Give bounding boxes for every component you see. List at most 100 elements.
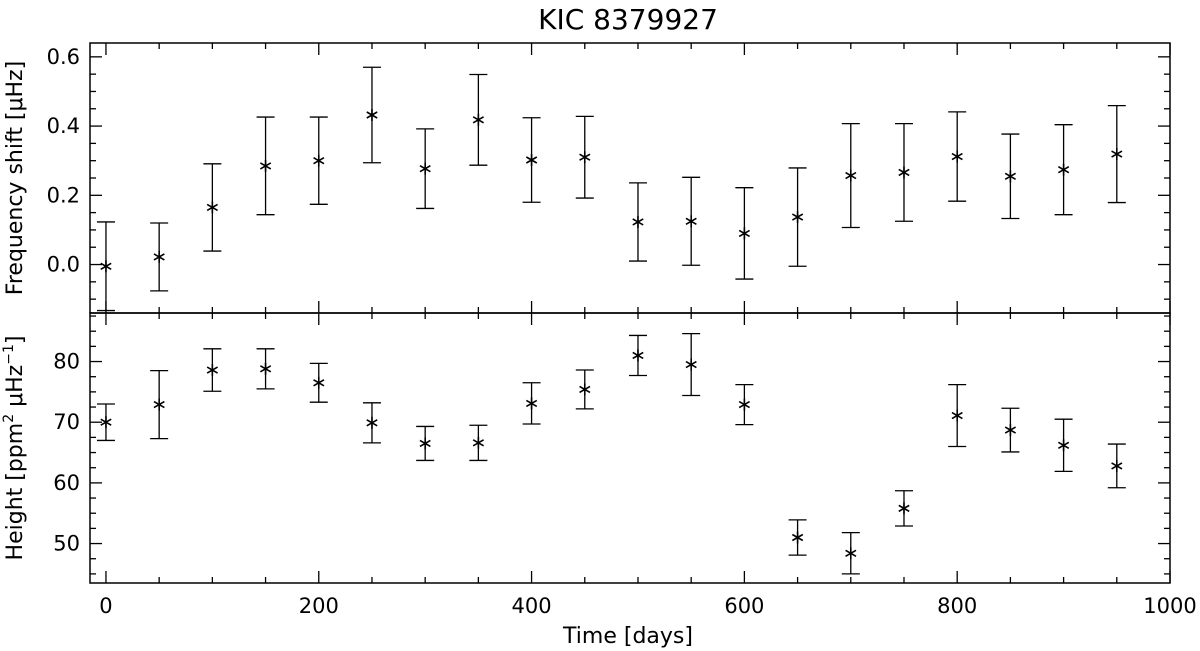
x-axis-label: Time [days] — [562, 624, 693, 649]
chart-title: KIC 8379927 — [538, 3, 718, 36]
frequency-shift-data-point — [682, 176, 701, 266]
asterisk-marker — [259, 162, 272, 170]
frequency-shift-data-point — [1001, 133, 1020, 220]
asterisk-marker — [472, 439, 484, 447]
asterisk-marker — [366, 419, 378, 427]
asterisk-marker — [791, 213, 804, 221]
asterisk-marker — [845, 171, 857, 180]
height-series — [96, 332, 1126, 575]
height-data-point — [1107, 443, 1126, 489]
height-data-point — [894, 490, 913, 527]
asterisk-marker — [419, 164, 431, 173]
asterisk-marker — [206, 366, 218, 374]
frequency-shift-data-point — [628, 182, 647, 262]
frequency-shift-panel: 0.0 0.2 0.4 0.6 Frequency shift [μHz] — [3, 42, 1171, 314]
height-data-point — [256, 348, 275, 390]
height-data-point — [1001, 407, 1020, 453]
asterisk-marker — [100, 418, 112, 426]
frequency-shift-data-point — [841, 123, 860, 229]
height-data-point — [628, 334, 647, 377]
height-panel: 0 200 400 600 800 1000 50 60 70 80 Height [ppm2 μ… — [1, 312, 1197, 649]
frequency-shift-data-point — [150, 222, 169, 292]
x-tick-label: 800 — [937, 594, 977, 618]
height-data-point — [575, 369, 594, 410]
frequency-shift-y-tick-label: 0.6 — [47, 45, 80, 69]
frequency-shift-data-point — [469, 73, 488, 166]
frequency-shift-data-point — [894, 123, 913, 222]
asterisk-marker — [685, 360, 697, 369]
asterisk-marker — [472, 116, 484, 124]
height-data-point — [682, 332, 701, 397]
frequency-shift-data-point — [788, 167, 807, 267]
asterisk-marker — [1057, 165, 1070, 174]
height-data-point — [96, 403, 115, 442]
frequency-shift-y-tick-label: 0.4 — [47, 114, 80, 138]
height-plot-frame — [89, 312, 1171, 584]
frequency-shift-data-point — [575, 115, 594, 199]
height-y-label: Height [ppm2 μHz−1] — [1, 336, 28, 561]
height-data-point — [948, 383, 967, 448]
asterisk-marker — [738, 229, 751, 238]
asterisk-marker — [1111, 150, 1123, 158]
asterisk-marker — [366, 111, 378, 119]
asterisk-marker — [525, 156, 538, 164]
frequency-shift-data-point — [256, 116, 275, 216]
height-data-point — [203, 348, 222, 392]
height-data-point — [416, 425, 435, 462]
height-axes: 0 200 400 600 800 1000 50 60 70 80 — [53, 313, 1197, 618]
frequency-shift-data-point — [416, 128, 435, 210]
asterisk-marker — [525, 399, 538, 408]
frequency-shift-data-point — [1107, 105, 1126, 204]
x-tick-label: 0 — [99, 594, 112, 618]
frequency-shift-data-point — [948, 111, 967, 202]
asterisk-marker — [685, 217, 697, 225]
frequency-shift-data-point — [96, 221, 115, 312]
frequency-shift-data-point — [203, 163, 222, 252]
asterisk-marker — [206, 203, 218, 212]
asterisk-marker — [951, 411, 963, 420]
asterisk-marker — [951, 152, 963, 161]
asterisk-marker — [1004, 426, 1017, 434]
frequency-shift-y-label: Frequency shift [μHz] — [3, 61, 28, 295]
asterisk-marker — [738, 400, 751, 409]
frequency-shift-series — [96, 66, 1126, 312]
x-tick-label: 200 — [299, 594, 339, 618]
asterisk-marker — [153, 400, 165, 409]
asterisk-marker — [313, 156, 325, 165]
asterisk-marker — [632, 218, 644, 226]
frequency-shift-data-point — [735, 187, 754, 280]
height-data-point — [469, 424, 488, 462]
frequency-shift-data-point — [309, 116, 328, 205]
x-tick-label: 600 — [724, 594, 764, 618]
height-data-point — [788, 519, 807, 556]
height-data-point — [362, 402, 381, 444]
asterisk-marker — [313, 379, 325, 387]
asterisk-marker — [1111, 462, 1123, 470]
asterisk-marker — [898, 504, 910, 513]
height-y-tick-label: 70 — [53, 410, 80, 434]
frequency-shift-data-point — [522, 117, 541, 203]
asterisk-marker — [898, 168, 910, 177]
height-data-point — [150, 369, 169, 440]
asterisk-marker — [579, 385, 591, 394]
height-y-tick-label: 60 — [53, 471, 80, 495]
frequency-shift-y-tick-label: 0.2 — [47, 183, 80, 207]
asterisk-marker — [419, 439, 431, 448]
x-tick-label: 1000 — [1143, 594, 1196, 618]
frequency-shift-y-tick-label: 0.0 — [47, 253, 80, 277]
asterisk-marker — [153, 253, 165, 261]
asterisk-marker — [1057, 441, 1070, 449]
height-data-point — [1054, 418, 1073, 473]
height-data-point — [309, 362, 328, 403]
height-y-tick-label: 50 — [53, 532, 80, 556]
asterisk-marker — [632, 351, 644, 360]
asterisk-marker — [100, 262, 112, 270]
height-data-point — [841, 531, 860, 575]
frequency-shift-data-point — [1054, 124, 1073, 216]
x-tick-label: 400 — [512, 594, 552, 618]
frequency-shift-axes: 0.0 0.2 0.4 0.6 — [47, 43, 1171, 313]
asterisk-marker — [259, 365, 272, 373]
height-data-point — [735, 383, 754, 426]
height-y-tick-label: 80 — [53, 350, 80, 374]
